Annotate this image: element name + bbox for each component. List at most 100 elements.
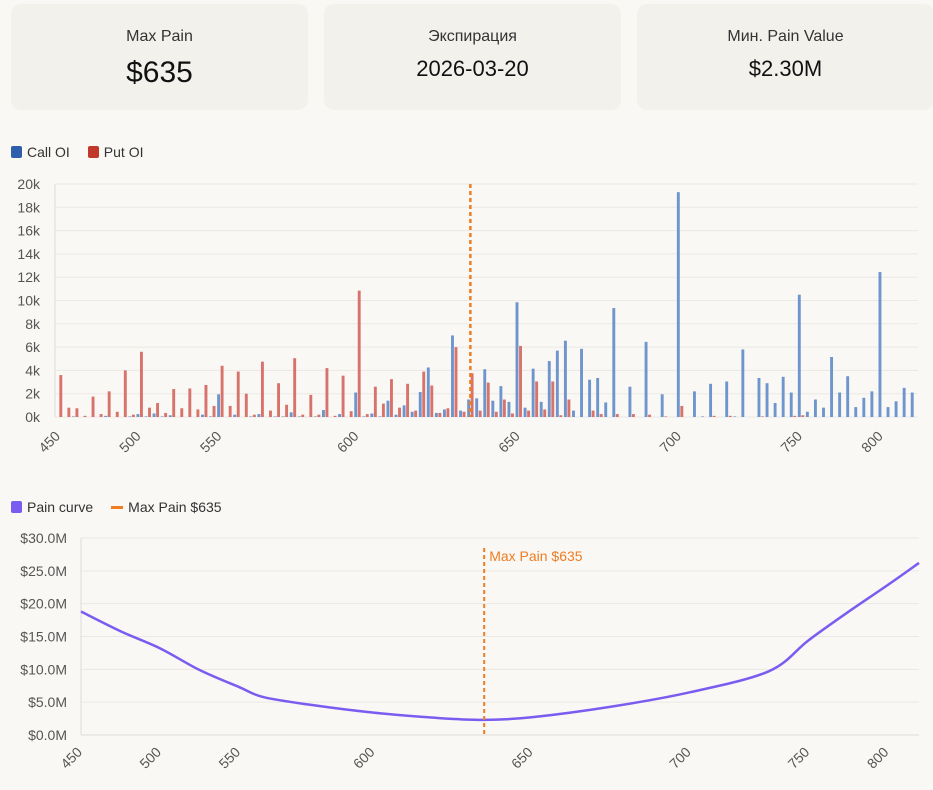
put-oi-bar xyxy=(454,347,458,417)
put-oi-bar xyxy=(599,414,603,417)
y-tick-label: $25.0M xyxy=(20,563,67,579)
x-tick-label: 600 xyxy=(334,428,362,456)
call-oi-bar xyxy=(418,391,422,417)
put-oi-bar xyxy=(285,404,289,417)
put-oi-bar xyxy=(67,407,71,417)
call-oi-bar xyxy=(660,394,664,417)
y-tick-label: $5.0M xyxy=(28,694,67,710)
call-oi-bar xyxy=(523,407,527,417)
put-oi-bar xyxy=(381,403,385,417)
call-oi-bar xyxy=(209,416,212,417)
put-oi-bar xyxy=(357,290,361,417)
pain-legend: Pain curve Max Pain $635 xyxy=(11,499,222,515)
put-oi-bar xyxy=(535,381,539,417)
put-oi-bar xyxy=(325,368,329,417)
call-oi-bar xyxy=(321,410,325,417)
x-tick-label: 450 xyxy=(57,744,85,772)
pain-curve-line xyxy=(80,561,920,722)
put-oi-bar xyxy=(228,405,232,417)
put-oi-bar xyxy=(793,415,797,417)
call-oi-bar xyxy=(507,401,511,417)
call-oi-bar xyxy=(894,401,898,417)
y-tick-label: 20k xyxy=(17,176,41,192)
put-oi-bar xyxy=(244,393,248,417)
y-tick-label: 6k xyxy=(25,339,41,355)
legend-put-oi[interactable]: Put OI xyxy=(87,144,144,160)
put-oi-bar xyxy=(406,383,410,417)
call-oi-bar xyxy=(797,294,801,417)
call-oi-bar xyxy=(515,302,519,417)
y-tick-label: $10.0M xyxy=(20,661,67,677)
put-oi-bar xyxy=(422,371,426,417)
call-oi-bar xyxy=(854,407,858,417)
put-oi-bar xyxy=(212,405,216,417)
put-oi-bar xyxy=(438,412,442,417)
x-tick-label: 450 xyxy=(35,428,63,456)
put-oi-bar xyxy=(591,410,595,417)
expiration-card: Экспирация 2026-03-20 xyxy=(324,4,621,110)
y-tick-label: 14k xyxy=(17,246,41,262)
call-oi-bar xyxy=(128,416,132,417)
call-oi-bar xyxy=(233,414,237,417)
y-tick-label: 4k xyxy=(25,362,41,378)
put-oi-bar xyxy=(156,403,160,417)
call-oi-bar xyxy=(773,403,777,417)
call-oi-bar xyxy=(136,414,140,417)
call-oi-bar xyxy=(499,386,503,417)
put-oi-bar xyxy=(559,415,563,417)
put-oi-bar xyxy=(293,358,297,417)
legend-pain-curve[interactable]: Pain curve xyxy=(11,499,93,515)
put-oi-bar xyxy=(180,408,184,417)
call-oi-bar xyxy=(71,416,75,417)
legend-label: Put OI xyxy=(103,144,144,160)
put-oi-bar xyxy=(430,385,434,417)
put-oi-bar xyxy=(470,373,474,417)
call-oi-bar xyxy=(362,416,366,417)
call-oi-bar xyxy=(289,412,293,417)
call-oi-bar xyxy=(249,416,253,417)
x-tick-label: 550 xyxy=(215,744,243,772)
call-oi-bar xyxy=(434,412,438,417)
put-oi-bar xyxy=(220,365,224,417)
put-oi-bar xyxy=(309,394,313,417)
put-oi-bar xyxy=(83,415,87,417)
y-tick-label: 10k xyxy=(17,293,41,309)
call-oi-bar xyxy=(555,350,559,417)
y-tick-label: 8k xyxy=(25,316,41,332)
call-oi-bar xyxy=(152,413,156,417)
x-tick-label: 750 xyxy=(777,428,805,456)
put-oi-bar xyxy=(260,361,264,417)
call-oi-bar xyxy=(781,376,785,417)
legend-max-pain[interactable]: Max Pain $635 xyxy=(111,499,222,515)
call-oi-bar xyxy=(644,341,648,417)
put-oi-bar xyxy=(502,399,506,417)
put-oi-bar xyxy=(728,415,732,417)
put-oi-bar xyxy=(373,386,377,417)
call-oi-bar xyxy=(483,369,487,417)
call-oi-bar xyxy=(862,397,866,417)
put-oi-bar xyxy=(543,409,547,417)
put-oi-bar xyxy=(252,414,256,417)
put-oi-bar xyxy=(131,414,135,417)
call-oi-bar xyxy=(104,415,108,417)
put-oi-bar xyxy=(519,345,522,417)
call-oi-bar xyxy=(870,391,874,417)
x-tick-label: 600 xyxy=(350,744,378,772)
x-tick-label: 500 xyxy=(116,428,144,456)
pain-line-chart: $0.0M $5.0M $10.0M $15.0M $20.0M $25.0M $30.0M… xyxy=(20,530,920,772)
call-oi-bar xyxy=(709,383,713,417)
call-oi-bar xyxy=(878,271,882,417)
put-oi-bar xyxy=(333,415,337,417)
put-oi-bar xyxy=(801,415,805,417)
put-oi-bar xyxy=(510,413,514,417)
call-oi-bar xyxy=(168,415,172,417)
card-label: Max Pain xyxy=(126,28,193,45)
legend-call-oi[interactable]: Call OI xyxy=(11,144,70,160)
call-oi-bar xyxy=(539,401,543,417)
put-oi-bar xyxy=(204,384,208,417)
call-oi-bar xyxy=(338,414,342,417)
call-oi-bar xyxy=(475,398,479,417)
put-oi-bar xyxy=(648,414,652,417)
put-oi-bar xyxy=(59,375,63,417)
max-pain-annotation: Max Pain $635 xyxy=(489,548,583,564)
